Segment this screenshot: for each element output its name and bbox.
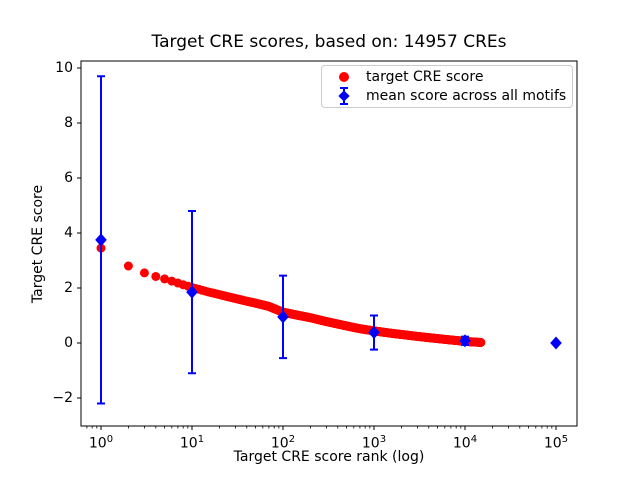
red-data-point bbox=[139, 268, 149, 278]
legend-marker-col bbox=[332, 72, 356, 83]
y-tick-label: 6 bbox=[64, 170, 73, 186]
legend-label: mean score across all motifs bbox=[366, 87, 567, 104]
mean-diamond-point bbox=[95, 233, 107, 247]
red-data-point bbox=[151, 271, 161, 281]
legend-item-target-score: target CRE score bbox=[322, 68, 572, 87]
legend: target CRE score mean score across all m… bbox=[321, 65, 573, 108]
y-tick-label: 10 bbox=[55, 60, 73, 76]
y-tick-label: 8 bbox=[64, 115, 73, 131]
x-tick-label: 103 bbox=[361, 434, 387, 452]
red-data-point bbox=[123, 261, 133, 271]
y-tick-label: −2 bbox=[52, 390, 73, 406]
mean-diamond-point bbox=[186, 285, 198, 299]
chart-title: Target CRE scores, based on: 14957 CREs bbox=[151, 32, 507, 52]
axes-frame bbox=[80, 60, 578, 427]
y-tick-label: 0 bbox=[64, 335, 73, 351]
legend-marker-col bbox=[332, 86, 356, 105]
y-tick-label: 2 bbox=[64, 280, 73, 296]
legend-item-mean-score: mean score across all motifs bbox=[322, 86, 572, 106]
mean-diamond-point bbox=[277, 310, 289, 324]
red-circle-icon bbox=[339, 72, 349, 83]
y-tick-label: 4 bbox=[64, 225, 73, 241]
x-tick-label: 100 bbox=[88, 434, 114, 452]
mean-diamond-point bbox=[368, 326, 380, 340]
legend-label: target CRE score bbox=[366, 69, 484, 86]
red-data-point bbox=[476, 337, 486, 347]
x-tick-label: 101 bbox=[179, 434, 205, 452]
mean-diamond-point bbox=[550, 336, 562, 350]
mean-diamond-point bbox=[459, 334, 471, 348]
x-tick-label: 104 bbox=[452, 434, 478, 452]
red-data-point bbox=[160, 274, 170, 284]
x-axis-label: Target CRE score rank (log) bbox=[233, 449, 425, 465]
x-tick-label: 102 bbox=[270, 434, 296, 452]
x-tick-label: 105 bbox=[543, 434, 569, 452]
blue-errorbar-diamond-icon bbox=[338, 86, 350, 105]
